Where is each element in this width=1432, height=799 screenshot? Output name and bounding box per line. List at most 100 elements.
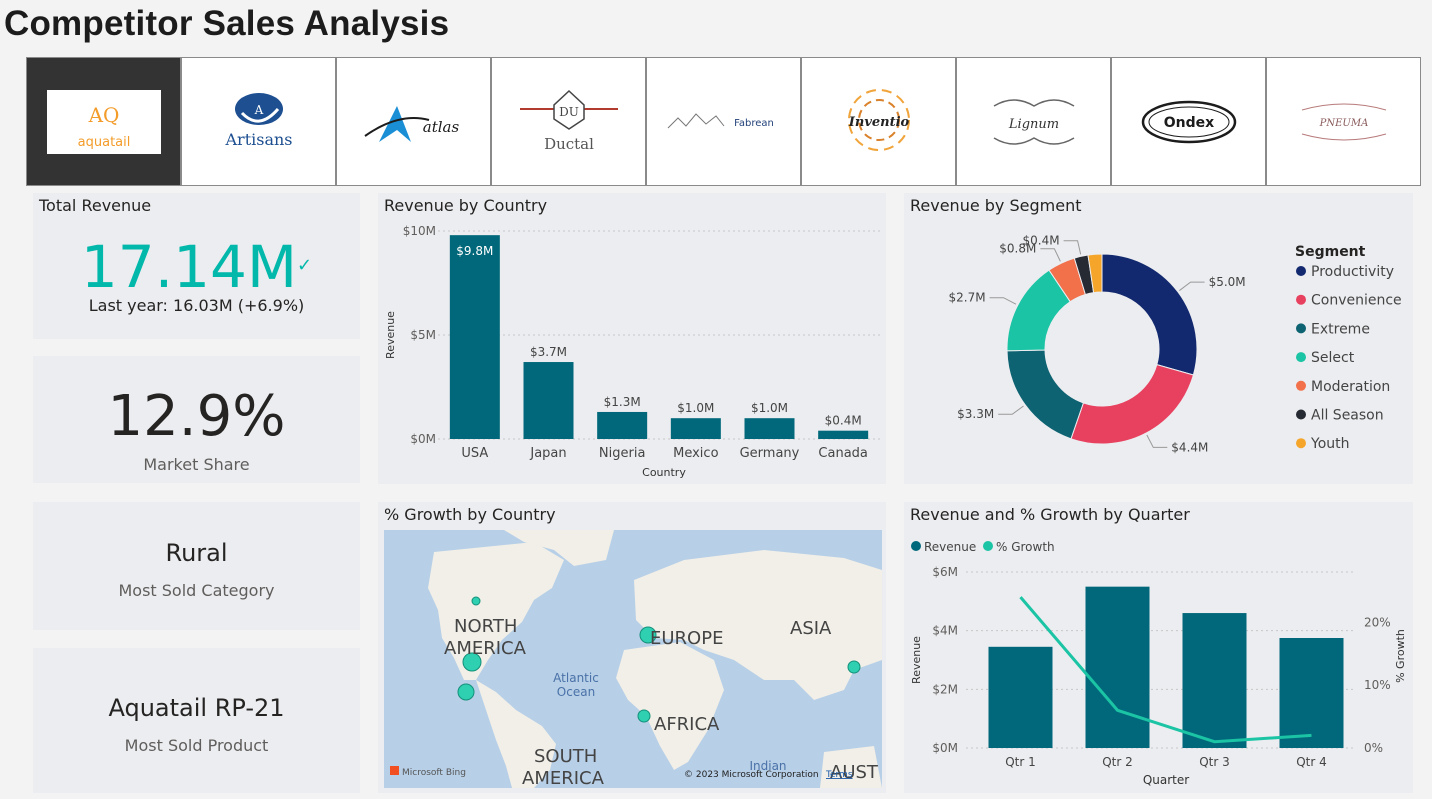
country-bar [744,418,795,439]
revenue-growth-quarter-card: Revenue and % Growth by Quarter Revenue%… [904,502,1413,793]
bubble-japan[interactable] [847,660,861,674]
quarter-legend-label: Revenue [924,540,976,554]
logo-fabrean[interactable]: Fabrean [646,57,801,186]
logo-atlas[interactable]: atlas [336,57,491,186]
ondex-logo-icon: Ondex [1141,100,1236,143]
segment-legend-marker [1296,438,1306,449]
segment-leader-line [1063,240,1082,255]
svg-text:Lignum: Lignum [1007,117,1058,132]
country-ytick-label: $10M [403,224,436,238]
quarter-y2tick-label: 0% [1364,741,1383,755]
svg-text:DU: DU [559,105,579,119]
country-data-label: $9.8M [456,244,493,258]
segment-slice [1087,253,1103,294]
map-label-aust: AUST [830,762,879,783]
svg-text:Inventio: Inventio [847,115,909,130]
segment-legend-marker [1296,352,1306,363]
map-label-south-america: AMERICA [522,768,605,788]
segment-leader-line [1040,248,1061,262]
total-revenue-number: 17.14M [80,233,297,301]
map-label-south: SOUTH [534,746,597,767]
segment-data-label: $5.0M [1209,275,1246,289]
country-data-label: $1.0M [751,401,788,415]
quarter-bar [988,646,1053,748]
logo-pneuma[interactable]: PNEUMA [1266,57,1421,186]
segment-data-label: $3.3M [957,407,994,421]
svg-text:PNEUMA: PNEUMA [1318,118,1368,129]
revenue-by-country-title: Revenue by Country [384,196,548,215]
bubble-usa[interactable] [462,652,482,672]
country-bar [670,418,721,439]
page-title: Competitor Sales Analysis [4,4,450,43]
revenue-growth-quarter-chart: Revenue % Growth $0M $2M $4M $6M 0% 10% 20% Qtr 1… [910,540,1407,787]
segment-leader-line [989,297,1017,305]
quarter-ytick-label: $6M [932,565,958,579]
world-map[interactable]: NORTH AMERICA EUROPE ASIA AFRICA SOUTH A… [384,530,882,788]
segment-slice [1070,363,1194,445]
segment-data-label: $2.7M [948,291,985,305]
country-data-label: $0.4M [825,414,862,428]
logo-ondex[interactable]: Ondex [1111,57,1266,186]
svg-text:AQ: AQ [87,103,119,127]
country-bar [818,430,869,439]
segment-legend-marker [1296,266,1306,276]
logo-aquatail[interactable]: AQ aquatail [26,57,181,186]
segment-legend-marker [1296,409,1306,420]
logo-lignum[interactable]: Lignum [956,57,1111,186]
most-sold-product-card: Aquatail RP-21 Most Sold Product [33,648,360,793]
revenue-by-segment-title: Revenue by Segment [910,196,1082,215]
most-sold-category-label: Most Sold Category [118,581,275,600]
country-ytick-label: $0M [410,432,436,446]
segment-legend-label: Select [1311,350,1355,366]
country-xtick-label: Mexico [673,446,718,461]
quarter-y2-axis-title: % Growth [1394,629,1407,683]
bubble-canada[interactable] [471,596,481,606]
bubble-nigeria[interactable] [637,709,651,723]
revenue-by-segment-card: Revenue by Segment $5.0M $4.4M $3.3M $2.7M $… [904,193,1413,484]
artisans-logo-icon: A Artisans [224,92,292,149]
quarter-bar [1182,613,1247,748]
country-ytick-label: $5M [410,328,436,342]
svg-text:Artisans: Artisans [224,130,292,149]
revenue-by-country-chart: $0M $5M $10M $9.8M USA $3.7M Japan $1.3M Nigeria… [384,224,880,479]
segment-slice [1101,253,1198,376]
quarter-y2tick-label: 20% [1364,615,1391,629]
segment-data-label: $0.8M [999,242,1036,256]
most-sold-product-label: Most Sold Product [124,736,269,755]
bing-logo-icon [390,766,399,775]
svg-text:Ductal: Ductal [544,135,594,153]
pneuma-logo-icon: PNEUMA [1301,103,1386,140]
competitor-slicer: AQ aquatail A Artisans atlas DU Ductal F… [26,57,1422,186]
country-bar [449,235,500,439]
map-terms-link[interactable]: Terms [825,770,853,780]
svg-text:atlas: atlas [422,118,459,136]
total-revenue-comparison: Last year: 16.03M (+6.9%) [88,296,305,315]
segment-legend-title: Segment [1295,244,1366,260]
most-sold-category-card: Rural Most Sold Category [33,502,360,630]
segment-legend-label: Extreme [1311,321,1370,337]
quarter-xtick-label: Qtr 3 [1199,755,1230,769]
logo-ductal[interactable]: DU Ductal [491,57,646,186]
quarter-bar [1279,638,1344,748]
bubble-germany[interactable] [639,626,657,644]
revenue-by-country-card: Revenue by Country $0M $5M $10M $9.8M USA $3.… [378,193,886,484]
logo-artisans[interactable]: A Artisans [181,57,336,186]
bubble-mexico[interactable] [457,683,475,701]
quarter-legend-marker [911,541,921,551]
quarter-x-axis-title: Quarter [1143,773,1189,787]
segment-data-label: $0.4M [1023,234,1060,248]
segment-legend-marker [1296,380,1306,391]
quarter-bar [1085,586,1150,748]
market-share-label: Market Share [143,455,250,474]
map-label-america: AMERICA [444,638,527,659]
segment-legend-label: Convenience [1311,293,1402,309]
quarter-xtick-label: Qtr 2 [1102,755,1133,769]
market-share-card: 12.9% Market Share [33,356,360,483]
growth-by-country-title: % Growth by Country [384,505,556,524]
logo-inventio[interactable]: Inventio [801,57,956,186]
segment-data-label: $4.4M [1171,440,1208,454]
segment-leader-line [1146,434,1168,448]
map-label-africa: AFRICA [654,714,720,735]
svg-text:Fabrean: Fabrean [734,118,774,129]
total-revenue-title: Total Revenue [39,196,152,215]
